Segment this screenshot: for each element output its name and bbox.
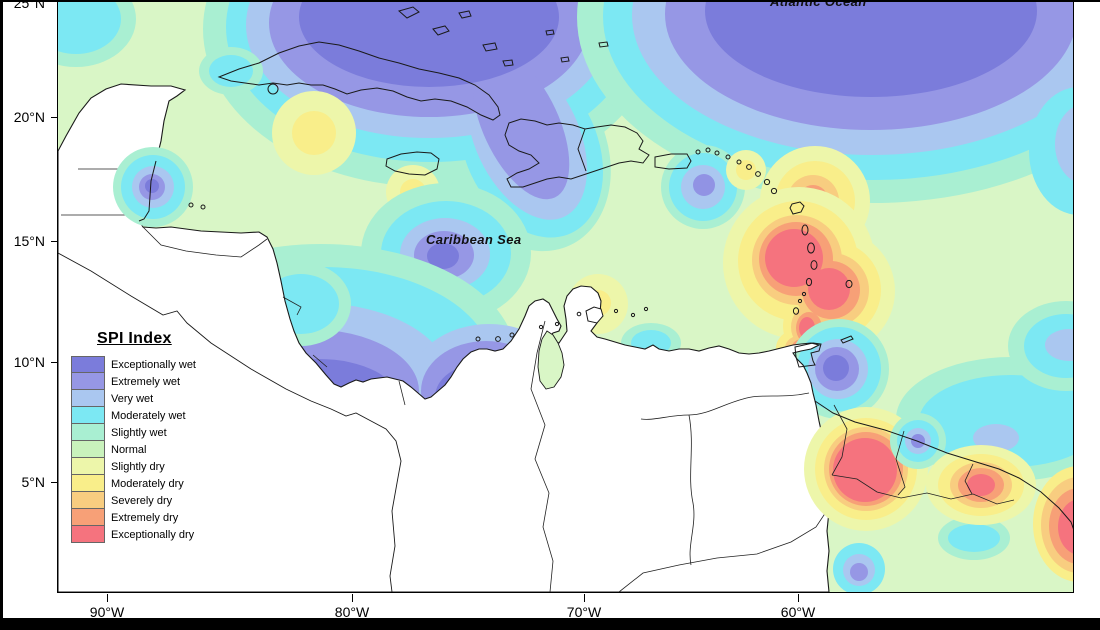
legend-item-label: Normal (111, 443, 147, 456)
legend-item: Slightly wet (61, 424, 246, 441)
legend-item: Normal (61, 441, 246, 458)
map-page: Atlantic Ocean Caribbean Sea SPI Index E… (3, 0, 1100, 620)
image-bottom-bar (0, 618, 1100, 630)
legend-item: Exceptionally dry (61, 526, 246, 543)
legend-item-label: Extremely dry (111, 511, 179, 524)
legend-swatch (71, 458, 105, 475)
atlantic-ocean-label: Atlantic Ocean (770, 0, 867, 9)
x-tick (798, 594, 799, 602)
spi-legend: SPI Index Exceptionally wet Extremely wet… (61, 324, 246, 543)
legend-swatch (71, 441, 105, 458)
legend-swatch (71, 475, 105, 492)
margarita-island (585, 306, 604, 324)
y-tick (51, 362, 58, 363)
legend-item-label: Moderately wet (111, 409, 186, 422)
map-canvas: Atlantic Ocean Caribbean Sea (57, 0, 1074, 593)
legend-swatch (71, 492, 105, 509)
island-outlines (188, 6, 854, 368)
legend-item: Moderately wet (61, 407, 246, 424)
x-tick-label: 70°W (566, 604, 602, 620)
y-tick (51, 241, 58, 242)
legend-item-label: Moderately dry (111, 477, 184, 490)
y-tick-label: 5°N (21, 474, 46, 490)
y-tick (51, 117, 58, 118)
legend-item: Severely dry (61, 492, 246, 509)
y-tick-label: 20°N (13, 109, 45, 125)
legend-swatch (71, 509, 105, 526)
x-tick (107, 594, 108, 602)
y-tick-label: 15°N (13, 233, 45, 249)
legend-item-label: Severely dry (111, 494, 173, 507)
legend-swatch (71, 356, 105, 373)
caribbean-spi-map (58, 1, 1073, 592)
country-borders (61, 168, 829, 592)
y-tick-label: 10°N (13, 354, 45, 370)
x-tick (584, 594, 585, 602)
legend-item-label: Extremely wet (111, 375, 181, 388)
legend-item: Extremely wet (61, 373, 246, 390)
legend-rows: Exceptionally wet Extremely wet Very wet Mo… (61, 356, 246, 543)
legend-item-label: Slightly dry (111, 460, 165, 473)
mainland-landmass (58, 83, 830, 592)
image-top-edge (0, 0, 1100, 2)
legend-item-label: Slightly wet (111, 426, 167, 439)
legend-item: Very wet (61, 390, 246, 407)
legend-title: SPI Index (97, 330, 172, 347)
legend-swatch (71, 390, 105, 407)
legend-item: Moderately dry (61, 475, 246, 492)
legend-item: Slightly dry (61, 458, 246, 475)
legend-swatch (71, 424, 105, 441)
x-tick-label: 90°W (89, 604, 125, 620)
legend-swatch (71, 526, 105, 543)
x-tick-label: 80°W (334, 604, 370, 620)
legend-item: Extremely dry (61, 509, 246, 526)
x-tick (352, 594, 353, 602)
image-left-edge (0, 0, 3, 630)
legend-swatch (71, 407, 105, 424)
y-tick-label: 25°N (13, 0, 45, 11)
legend-item: Exceptionally wet (61, 356, 246, 373)
guianas-coastline (814, 400, 1073, 530)
legend-item-label: Exceptionally dry (111, 528, 195, 541)
y-tick (51, 482, 58, 483)
lake-maracaibo (537, 330, 565, 390)
legend-swatch (71, 373, 105, 390)
x-tick-label: 60°W (780, 604, 816, 620)
caribbean-sea-label: Caribbean Sea (426, 232, 522, 247)
legend-item-label: Exceptionally wet (111, 358, 196, 371)
legend-item-label: Very wet (111, 392, 154, 405)
